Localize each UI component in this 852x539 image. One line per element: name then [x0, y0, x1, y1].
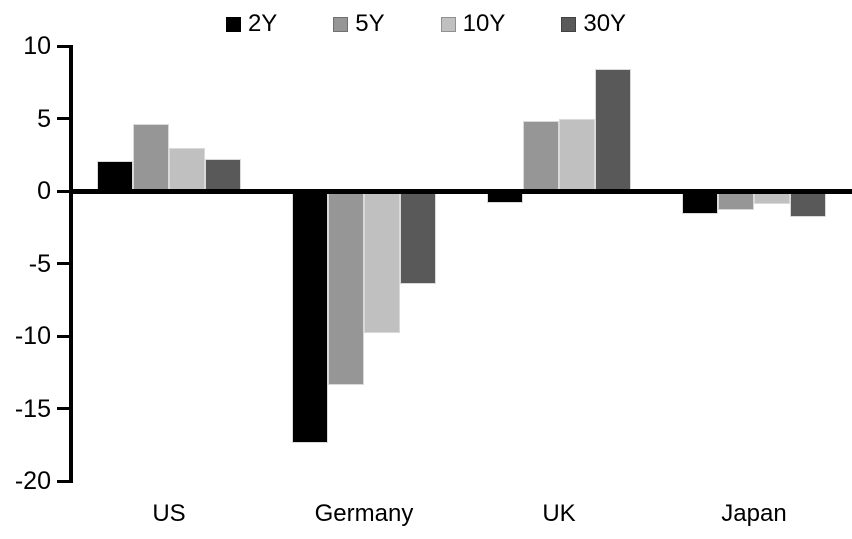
- legend-label-30y: 30Y: [583, 10, 627, 37]
- legend-label-10y: 10Y: [462, 10, 506, 37]
- bar-us-10y: [169, 147, 205, 191]
- bar-us-30y: [205, 159, 241, 191]
- bar-germany-5y: [328, 191, 364, 386]
- bar-germany-30y: [400, 191, 436, 284]
- bar-germany-2y: [292, 191, 328, 444]
- legend-item-30y: 30Y: [561, 10, 626, 38]
- bar-uk-2y: [487, 191, 523, 203]
- bar-japan-5y: [718, 191, 754, 210]
- x-category-label-uk: UK: [542, 500, 576, 527]
- bar-japan-2y: [682, 191, 718, 215]
- legend-label-5y: 5Y: [355, 10, 385, 37]
- bar-uk-10y: [559, 118, 595, 191]
- legend-item-10y: 10Y: [440, 10, 506, 38]
- y-tick-label: -10: [14, 322, 51, 350]
- legend-swatch-5y-icon: [333, 16, 349, 32]
- bar-us-2y: [97, 160, 133, 191]
- legend-item-2y: 2Y: [225, 10, 278, 38]
- y-tick-label: 0: [37, 177, 51, 205]
- y-tick-label: 5: [37, 104, 51, 133]
- y-axis-tick: [57, 189, 73, 193]
- y-axis-tick: [57, 262, 73, 265]
- bar-uk-5y: [523, 121, 559, 191]
- y-tick-label: -20: [14, 467, 51, 495]
- y-tick-label: -15: [14, 394, 51, 423]
- x-category-label-germany: Germany: [314, 500, 414, 527]
- y-axis-tick: [57, 334, 73, 338]
- legend-swatch-2y-icon: [225, 16, 241, 32]
- y-axis-tick: [57, 44, 73, 48]
- bar-uk-30y: [595, 69, 631, 191]
- y-axis-tick: [57, 407, 73, 410]
- y-axis-tick: [57, 117, 73, 120]
- bar-us-5y: [133, 124, 169, 191]
- y-axis-tick: [57, 479, 73, 483]
- legend-label-2y: 2Y: [247, 10, 278, 37]
- bar-germany-10y: [364, 191, 400, 334]
- bar-japan-10y: [754, 191, 790, 205]
- x-category-label-us: US: [152, 500, 186, 527]
- legend-swatch-30y-icon: [561, 16, 577, 32]
- chart-legend: 2Y 5Y 10Y 30Y: [0, 10, 852, 38]
- y-tick-label: 10: [23, 32, 51, 60]
- bar-japan-30y: [790, 191, 826, 218]
- zero-baseline: [69, 188, 852, 194]
- x-category-label-japan: Japan: [721, 500, 787, 527]
- y-tick-label: -5: [28, 249, 51, 278]
- legend-item-5y: 5Y: [333, 10, 385, 38]
- legend-swatch-10y-icon: [440, 16, 456, 32]
